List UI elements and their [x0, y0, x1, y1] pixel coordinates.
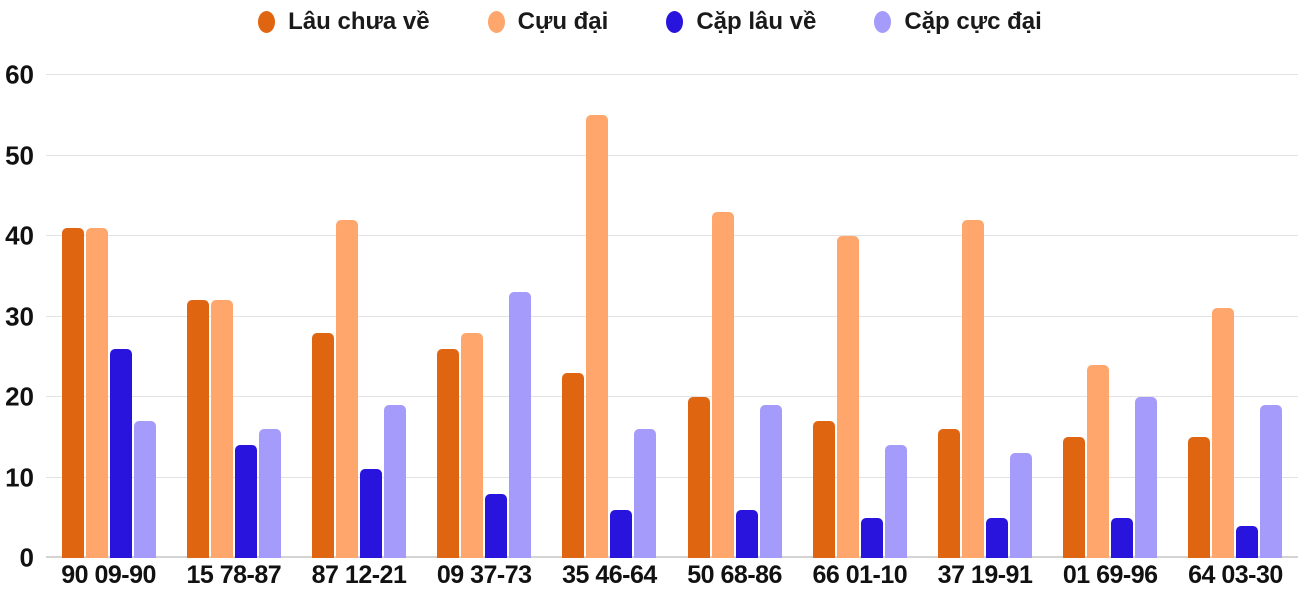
legend-item-1[interactable]: Lâu chưa về	[258, 8, 430, 36]
bar-s4-90_09-90[interactable]	[133, 421, 156, 558]
legend-label: Lâu chưa về	[288, 8, 430, 35]
y-axis-tick-label: 0	[19, 542, 34, 573]
y-axis-tick-label: 30	[5, 300, 34, 331]
bar-group-5	[547, 75, 672, 558]
legend-marker-icon	[666, 11, 684, 33]
bar-s3-01_69-96[interactable]	[1111, 517, 1134, 558]
bar-s1-90_09-90[interactable]	[61, 227, 84, 558]
bar-group-9	[1048, 75, 1173, 558]
bar-s1-09_37-73[interactable]	[437, 348, 460, 558]
legend-item-2[interactable]: Cựu đại	[487, 8, 609, 36]
gridline	[46, 154, 1298, 156]
y-axis-tick-label: 20	[5, 381, 34, 412]
bar-group-1	[46, 75, 171, 558]
x-axis: 90 09-90 15 78-87 87 12-21 09 37-73 35 46-64…	[46, 561, 1298, 590]
bar-s3-09_37-73[interactable]	[485, 493, 508, 558]
bar-group-8	[922, 75, 1047, 558]
bar-group-3	[296, 75, 421, 558]
legend-label: Cặp lâu về	[696, 8, 817, 35]
legend-item-3[interactable]: Cặp lâu về	[666, 8, 816, 36]
bar-s4-15_78-87[interactable]	[258, 429, 281, 558]
bar-s4-64_03-30[interactable]	[1260, 405, 1283, 558]
bar-s2-50_68-86[interactable]	[711, 211, 734, 558]
bar-s1-37_19-91[interactable]	[938, 429, 961, 558]
x-axis-category-label: 87 12-21	[311, 561, 407, 589]
bar-s2-35_46-64[interactable]	[586, 115, 609, 558]
x-axis-category-label: 50 68-86	[687, 561, 782, 589]
bar-s1-64_03-30[interactable]	[1188, 437, 1211, 558]
bar-s4-09_37-73[interactable]	[509, 292, 532, 558]
bar-s1-15_78-87[interactable]	[186, 300, 209, 558]
x-axis-category-label: 37 19-91	[937, 561, 1033, 589]
bar-group-7	[797, 75, 922, 558]
bar-group-4	[422, 75, 547, 558]
bar-s2-64_03-30[interactable]	[1212, 308, 1235, 558]
bar-s2-87_12-21[interactable]	[336, 219, 358, 558]
bar-s3-15_78-87[interactable]	[234, 445, 257, 558]
bars-layer	[46, 75, 1298, 558]
y-axis-tick-label: 60	[5, 59, 34, 90]
bar-s4-37_19-91[interactable]	[1010, 453, 1033, 558]
bar-s1-66_01-10[interactable]	[812, 421, 835, 558]
bar-s4-35_46-64[interactable]	[634, 429, 657, 558]
bar-s1-01_69-96[interactable]	[1063, 437, 1086, 558]
x-axis-category-label: 35 46-64	[562, 561, 657, 589]
plot-area	[46, 74, 1298, 558]
bar-s4-87_12-21[interactable]	[384, 405, 406, 558]
bar-group-2	[171, 75, 296, 558]
x-axis-category-label: 09 37-73	[436, 561, 532, 589]
bar-s2-15_78-87[interactable]	[210, 300, 233, 558]
bar-group-6	[672, 75, 797, 558]
bar-s3-90_09-90[interactable]	[109, 348, 132, 558]
y-axis-tick-label: 40	[5, 220, 34, 251]
chart-legend: Lâu chưa về Cựu đại Cặp lâu về Cặp cực đại	[0, 8, 1300, 36]
gridline	[46, 476, 1298, 478]
bar-s3-50_68-86[interactable]	[735, 509, 758, 558]
x-axis-category-label: 01 69-96	[1062, 561, 1158, 589]
legend-item-4[interactable]: Cặp cực đại	[874, 8, 1042, 36]
gridline	[46, 396, 1298, 398]
bar-s2-37_19-91[interactable]	[962, 219, 985, 558]
bar-s1-87_12-21[interactable]	[312, 332, 334, 558]
bar-s3-64_03-30[interactable]	[1236, 525, 1259, 558]
gridline	[46, 235, 1298, 237]
x-axis-category-label: 15 78-87	[186, 561, 282, 589]
bar-s4-01_69-96[interactable]	[1135, 397, 1158, 558]
x-axis-category-label: 90 09-90	[61, 561, 156, 589]
bar-s2-66_01-10[interactable]	[836, 236, 859, 558]
bar-s3-66_01-10[interactable]	[860, 517, 883, 558]
x-axis-category-label: 64 03-30	[1188, 561, 1283, 589]
legend-marker-icon	[258, 11, 276, 33]
y-axis-tick-label: 10	[5, 461, 34, 492]
legend-marker-icon	[874, 11, 892, 33]
legend-label: Cặp cực đại	[904, 8, 1042, 35]
legend-label: Cựu đại	[517, 8, 609, 35]
gridline	[46, 315, 1298, 317]
legend-marker-icon	[487, 11, 505, 33]
bar-s2-90_09-90[interactable]	[85, 227, 108, 558]
bar-s3-35_46-64[interactable]	[610, 509, 633, 558]
gridline	[46, 74, 1298, 75]
y-axis-tick-label: 50	[5, 139, 34, 170]
bar-s4-50_68-86[interactable]	[759, 405, 782, 558]
bar-group-10	[1173, 75, 1298, 558]
bar-s1-35_46-64[interactable]	[562, 372, 585, 558]
x-axis-category-label: 66 01-10	[812, 561, 908, 589]
bar-s2-09_37-73[interactable]	[461, 332, 484, 558]
bar-s4-66_01-10[interactable]	[884, 445, 907, 558]
x-axis-baseline	[46, 556, 1298, 558]
bar-s3-37_19-91[interactable]	[986, 517, 1009, 558]
bar-s1-50_68-86[interactable]	[687, 397, 710, 558]
bar-s2-01_69-96[interactable]	[1087, 364, 1110, 558]
bar-s3-87_12-21[interactable]	[360, 469, 382, 558]
